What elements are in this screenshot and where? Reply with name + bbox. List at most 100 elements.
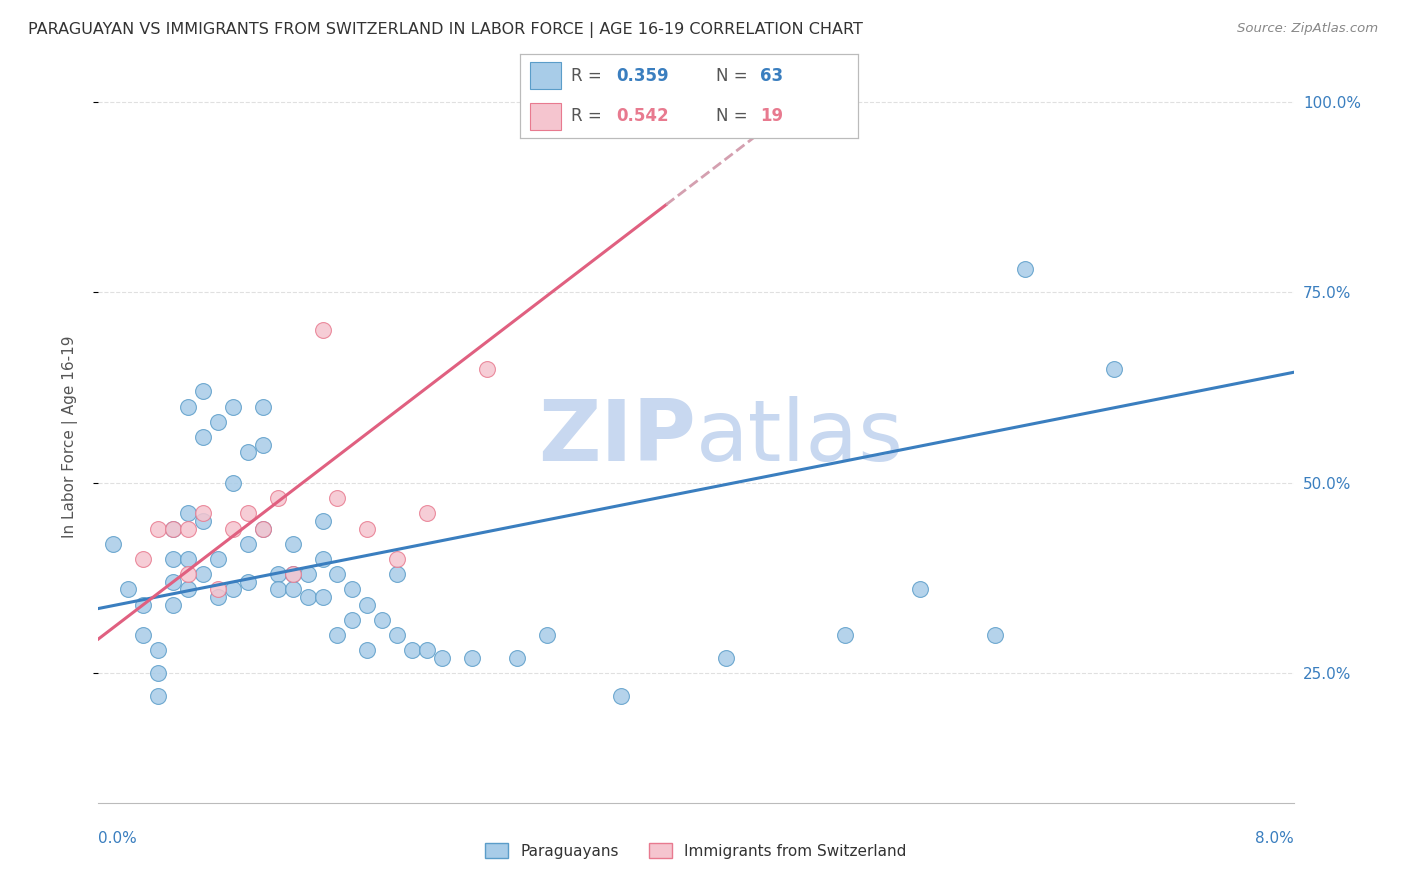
Point: [162, 521, 184, 535]
Text: R =: R =: [571, 107, 607, 125]
Point: [356, 598, 378, 612]
Point: [236, 537, 259, 551]
Point: [311, 552, 333, 566]
Point: [177, 582, 200, 597]
Point: [834, 628, 856, 642]
Point: [1014, 262, 1036, 277]
Text: Source: ZipAtlas.com: Source: ZipAtlas.com: [1237, 22, 1378, 36]
Point: [506, 651, 529, 665]
Point: [177, 521, 200, 535]
Point: [191, 430, 214, 444]
Point: [326, 628, 349, 642]
Point: [461, 651, 484, 665]
Point: [1102, 361, 1125, 376]
Point: [385, 567, 409, 582]
Point: [162, 598, 184, 612]
Point: [714, 651, 737, 665]
Point: [371, 613, 394, 627]
Point: [610, 689, 633, 703]
Text: N =: N =: [716, 107, 752, 125]
Point: [132, 598, 155, 612]
Point: [132, 552, 155, 566]
Point: [281, 537, 304, 551]
Point: [326, 567, 349, 582]
Point: [297, 590, 319, 604]
Point: [177, 552, 200, 566]
Point: [252, 400, 274, 414]
Text: atlas: atlas: [696, 395, 904, 479]
Point: [356, 643, 378, 657]
Point: [222, 475, 245, 490]
Point: [191, 514, 214, 528]
Point: [326, 491, 349, 505]
Point: [148, 643, 170, 657]
Point: [177, 506, 200, 520]
Point: [207, 552, 229, 566]
FancyBboxPatch shape: [530, 62, 561, 89]
Point: [342, 613, 364, 627]
Point: [252, 521, 274, 535]
Point: [281, 567, 304, 582]
Point: [416, 643, 439, 657]
Point: [148, 666, 170, 681]
Point: [162, 574, 184, 589]
Point: [207, 582, 229, 597]
Text: 0.359: 0.359: [616, 67, 669, 85]
Point: [908, 582, 931, 597]
Point: [759, 118, 782, 132]
Text: PARAGUAYAN VS IMMIGRANTS FROM SWITZERLAND IN LABOR FORCE | AGE 16-19 CORRELATION: PARAGUAYAN VS IMMIGRANTS FROM SWITZERLAN…: [28, 22, 863, 38]
Text: N =: N =: [716, 67, 752, 85]
Point: [311, 323, 333, 337]
Point: [207, 415, 229, 429]
Point: [103, 537, 125, 551]
Text: 19: 19: [759, 107, 783, 125]
Text: 0.542: 0.542: [616, 107, 669, 125]
Text: 0.0%: 0.0%: [98, 831, 138, 846]
Point: [222, 582, 245, 597]
Point: [416, 506, 439, 520]
Point: [236, 574, 259, 589]
Point: [311, 514, 333, 528]
Text: 63: 63: [759, 67, 783, 85]
Point: [252, 438, 274, 452]
Point: [297, 567, 319, 582]
Legend: Paraguayans, Immigrants from Switzerland: Paraguayans, Immigrants from Switzerland: [479, 837, 912, 864]
Point: [536, 628, 558, 642]
Point: [252, 521, 274, 535]
Point: [356, 521, 378, 535]
Point: [430, 651, 453, 665]
Point: [222, 400, 245, 414]
Text: 8.0%: 8.0%: [1254, 831, 1294, 846]
Point: [267, 491, 290, 505]
Point: [236, 506, 259, 520]
Point: [236, 445, 259, 459]
Point: [177, 567, 200, 582]
Point: [281, 567, 304, 582]
Text: ZIP: ZIP: [538, 395, 696, 479]
Point: [983, 628, 1005, 642]
Point: [401, 643, 423, 657]
Point: [162, 521, 184, 535]
Point: [162, 552, 184, 566]
Point: [222, 521, 245, 535]
Point: [475, 361, 498, 376]
Point: [191, 384, 214, 399]
FancyBboxPatch shape: [530, 103, 561, 130]
Point: [177, 400, 200, 414]
Point: [281, 582, 304, 597]
Point: [385, 628, 409, 642]
Point: [267, 567, 290, 582]
Point: [311, 590, 333, 604]
Point: [207, 590, 229, 604]
Point: [191, 567, 214, 582]
Point: [267, 582, 290, 597]
Point: [117, 582, 139, 597]
Point: [191, 506, 214, 520]
Text: R =: R =: [571, 67, 607, 85]
Point: [132, 628, 155, 642]
Point: [342, 582, 364, 597]
Point: [385, 552, 409, 566]
Point: [148, 521, 170, 535]
Point: [148, 689, 170, 703]
Y-axis label: In Labor Force | Age 16-19: In Labor Force | Age 16-19: [62, 335, 77, 539]
